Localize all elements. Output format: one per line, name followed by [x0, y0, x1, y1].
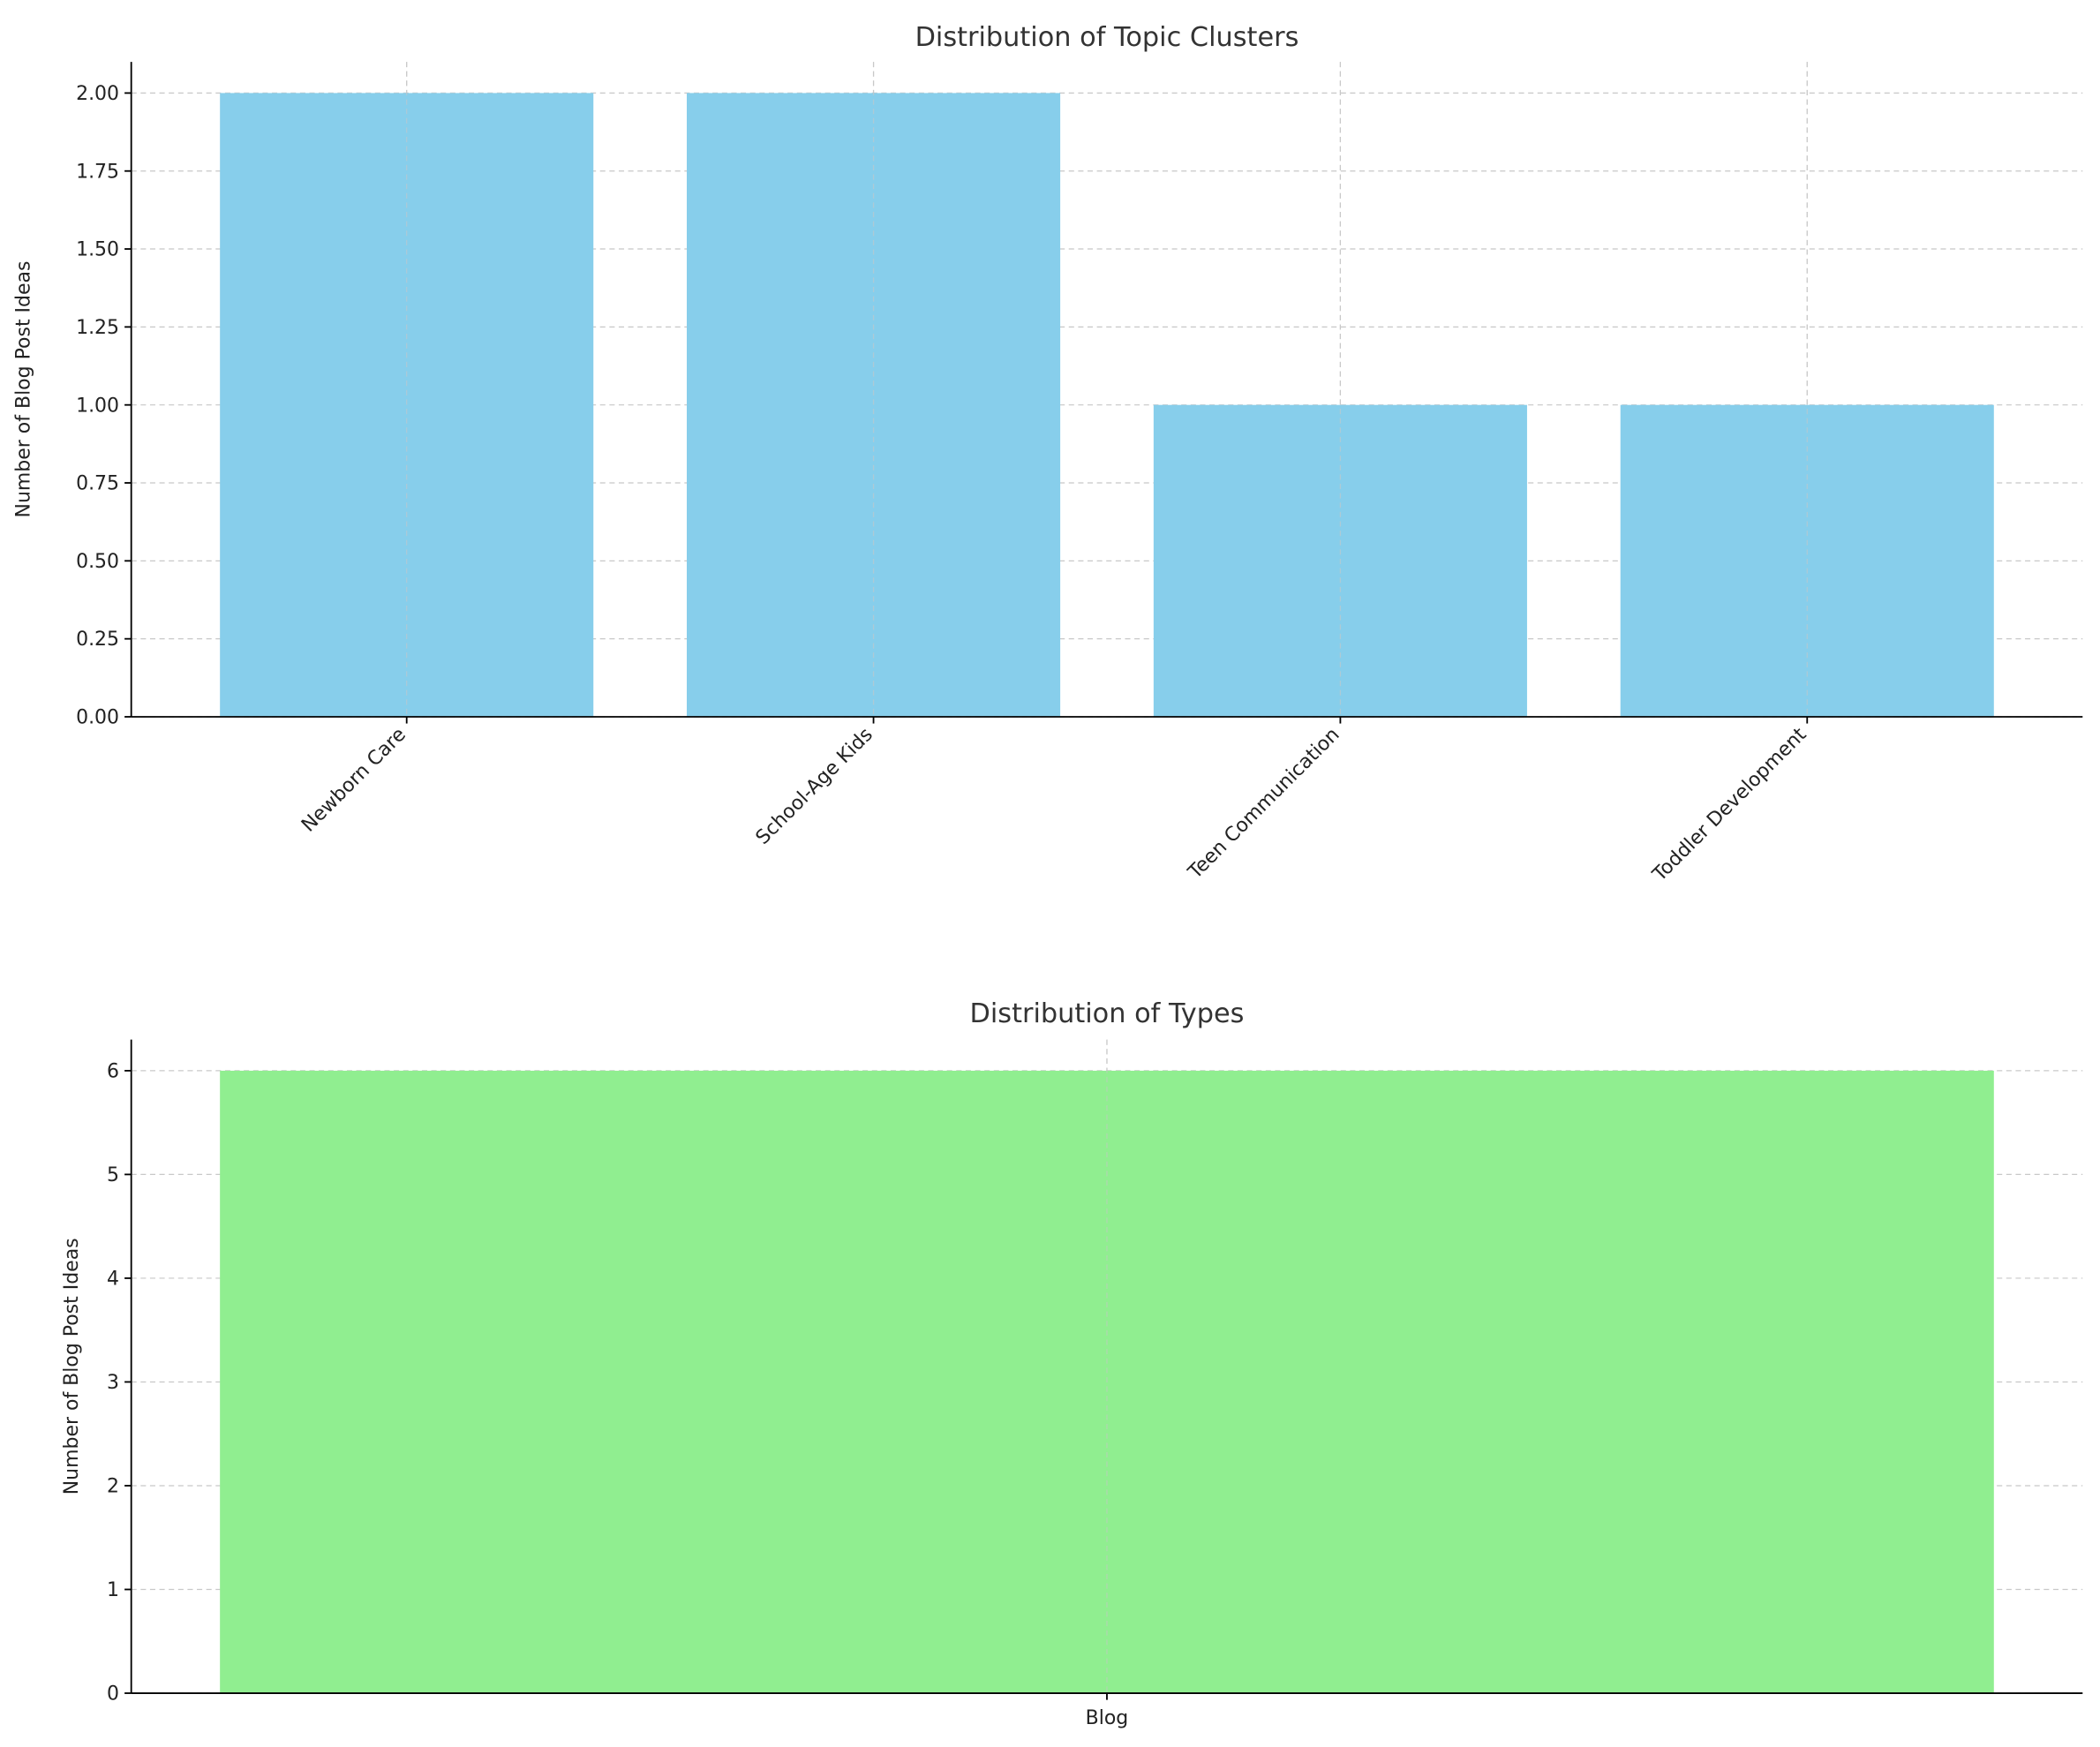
- y-tick-label: 1.25: [76, 317, 119, 339]
- y-tick-label: 1.50: [76, 239, 119, 261]
- y-tick-label: 1: [107, 1579, 119, 1601]
- y-tick-label: 2.00: [76, 83, 119, 105]
- y-tick-label: 0.00: [76, 707, 119, 729]
- x-tick-label: Toddler Development: [1648, 724, 1811, 887]
- y-tick-label: 0: [107, 1683, 119, 1706]
- y-tick-label: 1.00: [76, 395, 119, 417]
- x-tick-label: Teen Communication: [1184, 724, 1344, 885]
- y-tick-label: 0.75: [76, 473, 119, 495]
- y-tick-label: 1.75: [76, 161, 119, 183]
- x-tick-label: Newborn Care: [297, 724, 410, 837]
- y-tick-label: 5: [107, 1164, 119, 1186]
- y-tick-label: 3: [107, 1372, 119, 1394]
- y-axis-label: Number of Blog Post Ideas: [12, 261, 34, 518]
- y-tick-label: 0.50: [76, 551, 119, 573]
- chart: 0.00 0.25 0.50 0.75 1.00 1.25 1.50 1.75 2.00 Newb…: [12, 22, 2083, 887]
- chart-title: Distribution of Topic Clusters: [915, 22, 1299, 53]
- x-tick-label: Blog: [1086, 1707, 1129, 1729]
- y-tick-label: 4: [107, 1269, 119, 1291]
- y-tick-label: 2: [107, 1476, 119, 1498]
- y-tick-label: 6: [107, 1060, 119, 1082]
- y-axis-label: Number of Blog Post Ideas: [61, 1238, 83, 1495]
- x-tick-label: School-Age Kids: [752, 724, 877, 849]
- chart-title: Distribution of Types: [970, 998, 1245, 1029]
- y-tick-label: 0.25: [76, 629, 119, 651]
- chart: 0 1 2 3 4 5 6 Blog Distribution of Types Number o…: [61, 998, 2083, 1729]
